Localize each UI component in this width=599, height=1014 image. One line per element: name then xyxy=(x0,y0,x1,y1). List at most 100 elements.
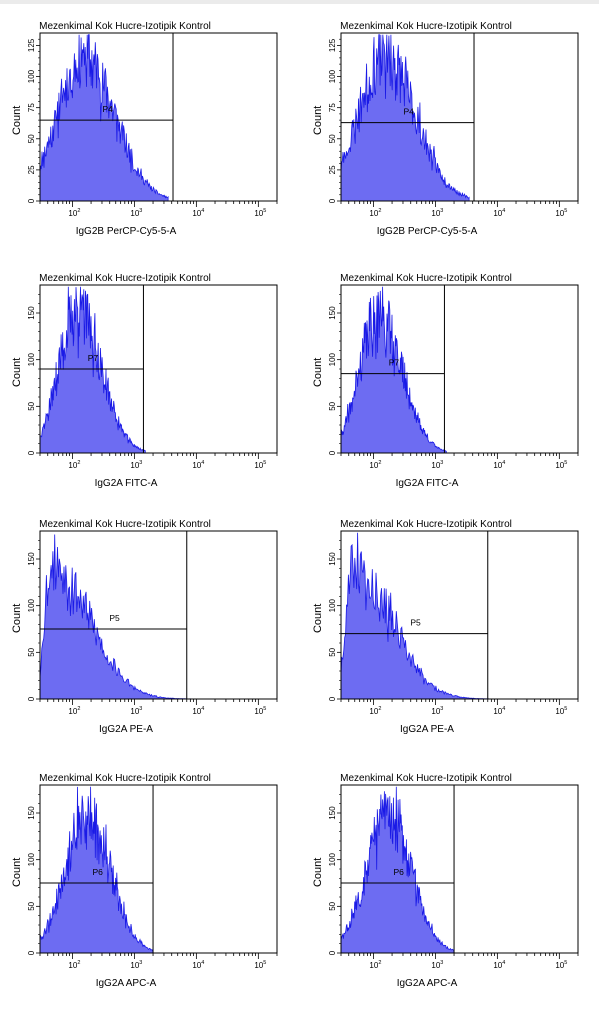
x-tick-label: 104 xyxy=(192,960,204,970)
x-tick-label: 104 xyxy=(192,706,204,716)
x-tick-label: 102 xyxy=(68,960,80,970)
y-tick-label: 0 xyxy=(328,696,337,701)
y-tick-label: 25 xyxy=(328,165,337,174)
x-tick-label: 105 xyxy=(254,960,266,970)
y-tick-label: 50 xyxy=(328,901,337,910)
gate-label: P4 xyxy=(404,107,415,117)
y-tick-label: 50 xyxy=(328,401,337,410)
y-tick-label: 150 xyxy=(328,306,337,320)
x-tick-label: 103 xyxy=(431,960,443,970)
y-axis-label: Count xyxy=(312,858,324,887)
y-tick-label: 50 xyxy=(27,901,36,910)
gate-label: P7 xyxy=(88,353,99,363)
y-tick-label: 0 xyxy=(328,950,337,955)
y-tick-label: 50 xyxy=(328,647,337,656)
x-tick-label: 104 xyxy=(493,208,505,218)
histogram-area xyxy=(340,532,516,700)
y-tick-label: 100 xyxy=(27,598,36,612)
y-tick-label: 150 xyxy=(328,552,337,566)
y-tick-label: 50 xyxy=(27,134,36,143)
x-tick-label: 105 xyxy=(555,706,567,716)
x-tick-label: 104 xyxy=(493,960,505,970)
x-tick-label: 103 xyxy=(431,460,443,470)
x-axis-label: IgG2A APC-A xyxy=(397,978,458,989)
x-tick-label: 105 xyxy=(555,960,567,970)
y-tick-label: 100 xyxy=(328,852,337,866)
x-axis-label: IgG2A PE-A xyxy=(99,724,153,735)
histogram-area xyxy=(340,34,470,202)
x-tick-label: 105 xyxy=(254,208,266,218)
y-tick-label: 100 xyxy=(328,598,337,612)
y-tick-label: 50 xyxy=(27,647,36,656)
x-axis-label: IgG2A FITC-A xyxy=(396,478,459,489)
x-tick-label: 105 xyxy=(555,208,567,218)
y-axis-label: Count xyxy=(312,604,324,633)
chart-title: Mezenkimal Kok Hucre-Izotipik Kontrol xyxy=(39,519,211,530)
chart-title: Mezenkimal Kok Hucre-Izotipik Kontrol xyxy=(340,273,512,284)
y-axis-label: Count xyxy=(312,358,324,387)
x-tick-label: 103 xyxy=(130,706,142,716)
x-tick-label: 104 xyxy=(192,460,204,470)
histogram-area xyxy=(39,286,146,454)
y-tick-label: 0 xyxy=(328,198,337,203)
histogram-panel-8: P6 Mezenkimal Kok Hucre-Izotipik Kontrol 1… xyxy=(312,773,579,989)
x-tick-label: 102 xyxy=(369,460,381,470)
y-axis-label: Count xyxy=(11,106,23,135)
gate-label: P7 xyxy=(389,358,400,368)
x-tick-label: 105 xyxy=(254,460,266,470)
histogram-panel-5: P5 Mezenkimal Kok Hucre-Izotipik Kontrol 1… xyxy=(11,519,278,735)
x-tick-label: 103 xyxy=(130,960,142,970)
y-tick-label: 100 xyxy=(27,69,36,83)
y-tick-label: 100 xyxy=(328,352,337,366)
y-tick-label: 150 xyxy=(27,806,36,820)
y-axis-label: Count xyxy=(11,358,23,387)
y-tick-label: 50 xyxy=(328,134,337,143)
histogram-area xyxy=(39,534,215,700)
x-tick-label: 103 xyxy=(431,706,443,716)
gate-label: P6 xyxy=(93,867,104,877)
x-tick-label: 102 xyxy=(369,706,381,716)
y-tick-label: 125 xyxy=(328,38,337,52)
chart-title: Mezenkimal Kok Hucre-Izotipik Kontrol xyxy=(340,21,512,32)
histogram-area xyxy=(340,286,447,454)
x-axis-label: IgG2A PE-A xyxy=(400,724,454,735)
x-tick-label: 102 xyxy=(68,208,80,218)
x-axis-label: IgG2A FITC-A xyxy=(95,478,158,489)
x-tick-label: 104 xyxy=(192,208,204,218)
y-tick-label: 50 xyxy=(27,401,36,410)
chart-title: Mezenkimal Kok Hucre-Izotipik Kontrol xyxy=(340,519,512,530)
histogram-panel-3: P7 Mezenkimal Kok Hucre-Izotipik Kontrol 1… xyxy=(11,273,278,489)
histogram-panel-7: P6 Mezenkimal Kok Hucre-Izotipik Kontrol 1… xyxy=(11,773,278,989)
x-tick-label: 103 xyxy=(130,208,142,218)
y-tick-label: 100 xyxy=(27,352,36,366)
chart-title: Mezenkimal Kok Hucre-Izotipik Kontrol xyxy=(39,773,211,784)
top-strip xyxy=(0,0,599,4)
x-axis-label: IgG2B PerCP-Cy5-5-A xyxy=(76,226,177,237)
y-tick-label: 150 xyxy=(27,552,36,566)
plot-frame xyxy=(340,32,579,202)
gate-label: P5 xyxy=(410,618,421,628)
x-axis-label: IgG2A APC-A xyxy=(96,978,157,989)
y-axis-label: Count xyxy=(312,106,324,135)
chart-title: Mezenkimal Kok Hucre-Izotipik Kontrol xyxy=(39,21,211,32)
y-tick-label: 150 xyxy=(27,306,36,320)
histogram-area xyxy=(340,786,455,954)
x-tick-label: 102 xyxy=(369,208,381,218)
histogram-panel-6: P5 Mezenkimal Kok Hucre-Izotipik Kontrol 1… xyxy=(312,519,579,735)
gate-label: P5 xyxy=(109,613,120,623)
chart-title: Mezenkimal Kok Hucre-Izotipik Kontrol xyxy=(39,273,211,284)
y-tick-label: 0 xyxy=(27,198,36,203)
y-axis-label: Count xyxy=(11,858,23,887)
y-tick-label: 25 xyxy=(27,165,36,174)
gate-label: P6 xyxy=(394,867,405,877)
x-tick-label: 105 xyxy=(555,460,567,470)
y-tick-label: 100 xyxy=(328,69,337,83)
x-tick-label: 104 xyxy=(493,706,505,716)
x-tick-label: 104 xyxy=(493,460,505,470)
y-tick-label: 0 xyxy=(27,450,36,455)
chart-title: Mezenkimal Kok Hucre-Izotipik Kontrol xyxy=(340,773,512,784)
y-tick-label: 0 xyxy=(27,950,36,955)
